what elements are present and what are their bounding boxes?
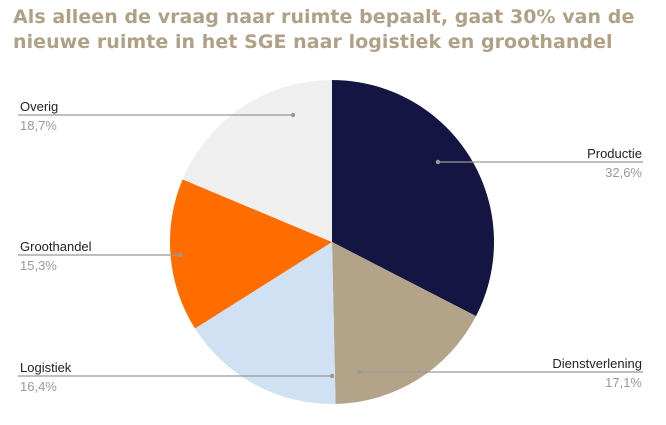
slice-label-dienstverlening: Dienstverlening xyxy=(552,356,642,371)
slice-label-groothandel: Groothandel xyxy=(20,239,92,254)
slice-value-logistiek: 16,4% xyxy=(20,379,57,394)
leader-dot-overig xyxy=(290,112,296,118)
leader-dot-groothandel xyxy=(178,252,183,258)
leader-dot-logistiek xyxy=(329,373,335,379)
pie-slice-productie xyxy=(332,80,495,317)
leader-dot-productie xyxy=(435,159,441,165)
slice-label-productie: Productie xyxy=(587,146,642,161)
pie-slice-logistiek xyxy=(195,242,336,404)
slice-label-logistiek: Logistiek xyxy=(20,360,72,375)
chart-title: Als alleen de vraag naar ruimte bepaalt,… xyxy=(13,5,663,55)
chart-title-line-1: Als alleen de vraag naar ruimte bepaalt,… xyxy=(13,6,635,28)
slice-value-overig: 18,7% xyxy=(20,118,57,133)
slice-labels: Productie 32,6% Dienstverlening 17,1% Logist… xyxy=(20,99,642,394)
chart-title-line-2: nieuwe ruimte in het SGE naar logistiek … xyxy=(13,31,613,53)
slice-value-dienstverlening: 17,1% xyxy=(605,375,642,390)
pie-slice-overig xyxy=(182,80,332,242)
slice-label-overig: Overig xyxy=(20,99,58,114)
slice-value-productie: 32,6% xyxy=(605,165,642,180)
pie-slice-groothandel xyxy=(169,179,332,329)
slice-value-groothandel: 15,3% xyxy=(20,258,57,273)
leader-lines xyxy=(18,112,643,379)
pie-slice-dienstverlening xyxy=(332,242,477,404)
leader-dot-dienstverlening xyxy=(357,369,362,375)
pie-slices xyxy=(169,80,495,404)
